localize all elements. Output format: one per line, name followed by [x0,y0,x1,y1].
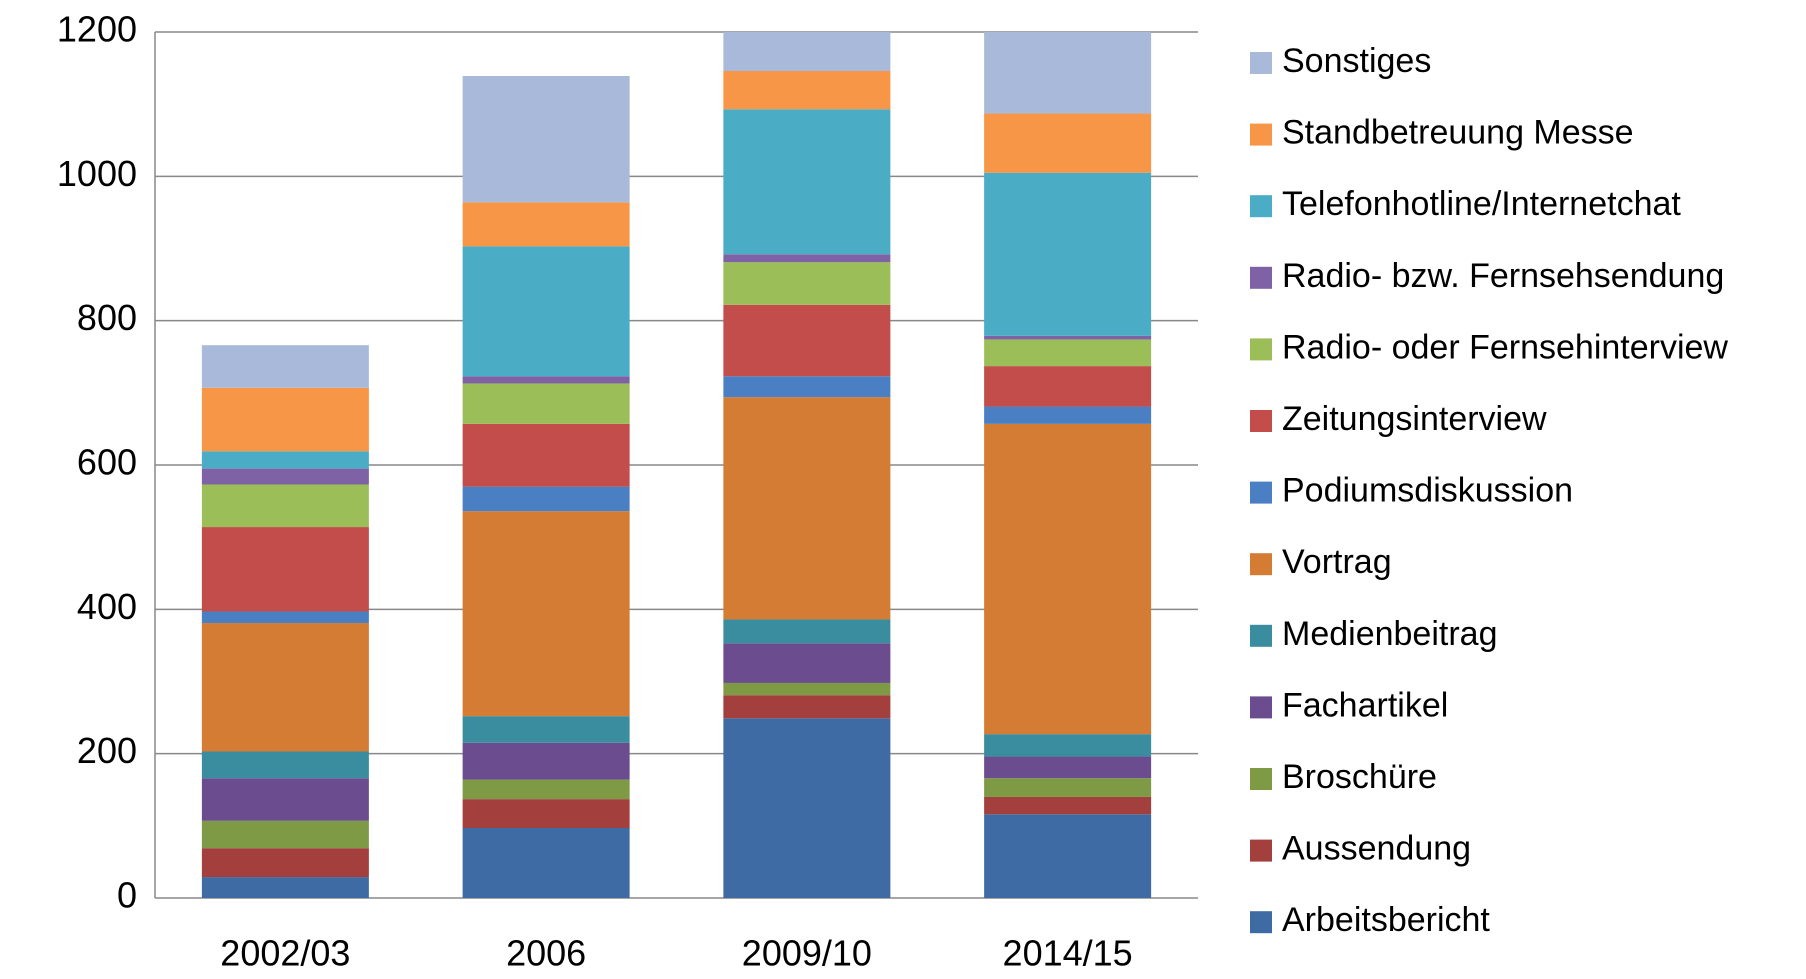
bar-segment [462,383,630,424]
legend-label: Radio- oder Fernsehinterview [1282,328,1728,366]
bar-segment [201,611,369,624]
bar-segment [723,682,891,696]
legend-label: Medienbeitrag [1282,615,1497,653]
bar-segment [462,799,630,828]
legend-swatch [1250,195,1272,218]
bar-segment [723,109,891,255]
bar-segment [723,619,891,644]
bar-segment [462,486,630,512]
bar-segment [984,172,1152,336]
bar-segment [462,827,630,898]
legend-swatch [1250,123,1272,146]
bar-segment [201,848,369,878]
bar-segment [984,423,1152,735]
legend-swatch [1250,768,1272,790]
bar-segment [201,484,369,528]
bar-segment [984,734,1152,757]
bar-segment [201,877,369,898]
legend-swatch [1250,52,1272,74]
bar-segment [723,254,891,263]
legend-swatch [1250,553,1272,576]
bar-segment [984,778,1152,797]
y-tick-label: 400 [77,586,137,627]
bar-segment [723,376,891,398]
bar-segment [984,756,1152,779]
legend-label: Podiumsdiskussion [1282,472,1573,510]
bar-segment [462,716,630,743]
legend-label: Standbetreuung Messe [1282,114,1634,152]
legend-label: Radio- bzw. Fernsehsendung [1282,257,1724,295]
legend-swatch [1250,839,1272,862]
bar-segment [723,397,891,620]
legend-label: Vortrag [1282,543,1392,581]
bar-segment [723,695,891,719]
bar-segment [723,262,891,305]
legend-swatch [1250,338,1272,361]
bar-segment [201,345,369,388]
bar-segment [984,113,1152,173]
bar-segment [201,751,369,779]
bar-segment [462,376,630,384]
x-tick-label: 2002/03 [220,933,350,974]
bar-segment [984,366,1152,407]
legend-label: Broschüre [1282,758,1437,796]
bar-segment [723,304,891,377]
bar-segment [723,32,891,71]
legend-swatch [1250,624,1272,647]
x-tick-label: 2014/15 [1003,933,1133,974]
legend-label: Aussendung [1282,830,1471,868]
bar-segment [984,335,1152,340]
y-tick-label: 200 [77,730,137,771]
bar-segment [201,527,369,612]
bar-segment [984,406,1152,424]
bar-segment [201,778,369,821]
legend-swatch [1250,911,1272,934]
bar-segment [462,511,630,717]
legend-swatch [1250,266,1272,289]
bar-segment [723,643,891,683]
bar-segment [723,70,891,110]
y-tick-label: 800 [77,297,137,338]
legend-label: Zeitungsinterview [1282,400,1547,438]
legend-label: Sonstiges [1282,42,1431,80]
bar-segment [462,246,630,377]
legend-swatch [1250,481,1272,504]
bar-segment [462,202,630,247]
bar-segment [984,796,1152,815]
bar-segment [201,468,369,485]
bar-segment [984,814,1152,898]
y-tick-label: 1000 [57,153,137,194]
bar-segment [462,742,630,780]
legend-label: Arbeitsbericht [1282,901,1490,939]
bar-segment [462,779,630,800]
bar-segment [201,820,369,849]
legend-swatch [1250,696,1272,719]
bar-segment [201,451,369,469]
bar-segment [201,623,369,752]
legend-swatch [1250,410,1272,432]
y-tick-label: 0 [117,875,137,916]
bar-segment [462,76,630,203]
bar-segment [984,32,1152,114]
bar-segment [462,423,630,487]
bar-segment [201,387,369,452]
bar-segment [723,718,891,898]
x-tick-label: 2006 [506,933,586,974]
y-tick-label: 600 [77,442,137,483]
legend-label: Fachartikel [1282,686,1448,724]
legend-label: Telefonhotline/Internetchat [1282,185,1681,223]
x-tick-label: 2009/10 [742,933,872,974]
y-tick-label: 1200 [57,9,137,50]
bar-segment [984,339,1152,367]
